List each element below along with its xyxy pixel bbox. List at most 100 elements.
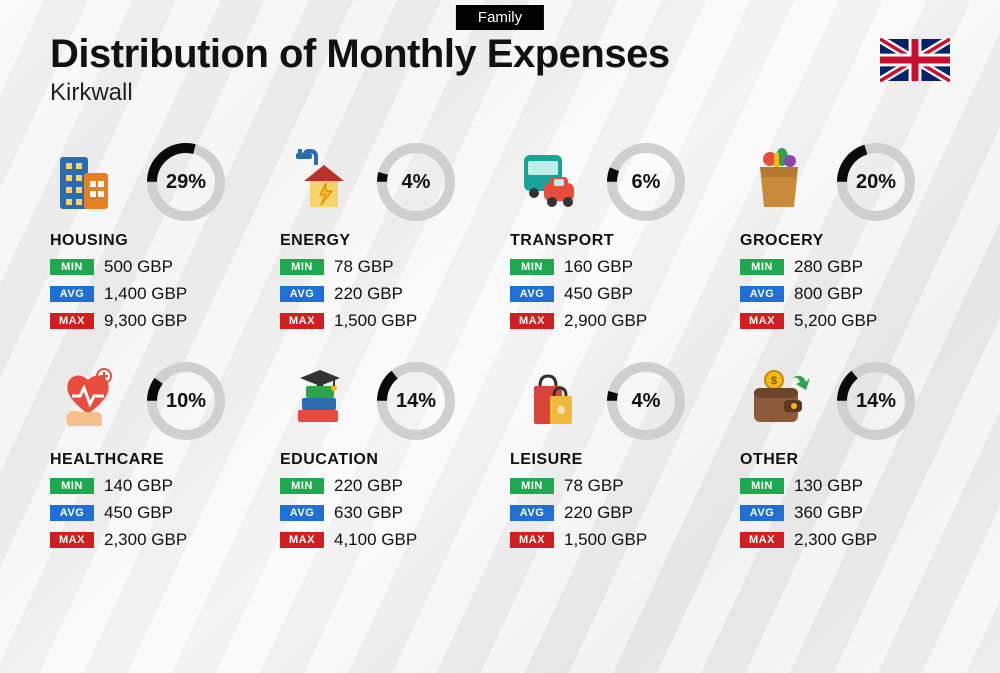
avg-value: 220 GBP bbox=[334, 284, 403, 304]
percentage-label: 14% bbox=[836, 361, 916, 441]
avg-row: AVG 450 GBP bbox=[50, 503, 260, 523]
location-subtitle: Kirkwall bbox=[50, 79, 950, 107]
percentage-donut: 14% bbox=[836, 361, 916, 441]
uk-flag-icon bbox=[880, 38, 950, 82]
percentage-donut: 20% bbox=[836, 142, 916, 222]
max-value: 2,300 GBP bbox=[794, 530, 877, 550]
svg-text:$: $ bbox=[771, 375, 777, 387]
min-badge: MIN bbox=[740, 259, 784, 275]
energy-icon bbox=[280, 143, 358, 221]
min-value: 160 GBP bbox=[564, 257, 633, 277]
expense-card-healthcare: 10% HEALTHCARE MIN 140 GBP AVG 450 GBP M… bbox=[50, 361, 260, 550]
percentage-label: 10% bbox=[146, 361, 226, 441]
avg-value: 1,400 GBP bbox=[104, 284, 187, 304]
header: Distribution of Monthly Expenses Kirkwal… bbox=[0, 0, 1000, 117]
min-row: MIN 130 GBP bbox=[740, 476, 950, 496]
category-name: TRANSPORT bbox=[510, 232, 720, 250]
avg-row: AVG 220 GBP bbox=[510, 503, 720, 523]
max-badge: MAX bbox=[50, 313, 94, 329]
expense-card-housing: 29% HOUSING MIN 500 GBP AVG 1,400 GBP MA… bbox=[50, 142, 260, 331]
avg-badge: AVG bbox=[510, 286, 554, 302]
max-value: 2,300 GBP bbox=[104, 530, 187, 550]
avg-value: 220 GBP bbox=[564, 503, 633, 523]
avg-row: AVG 630 GBP bbox=[280, 503, 490, 523]
max-value: 4,100 GBP bbox=[334, 530, 417, 550]
max-badge: MAX bbox=[510, 532, 554, 548]
category-name: LEISURE bbox=[510, 451, 720, 469]
max-value: 2,900 GBP bbox=[564, 311, 647, 331]
min-value: 220 GBP bbox=[334, 476, 403, 496]
avg-badge: AVG bbox=[740, 286, 784, 302]
min-badge: MIN bbox=[740, 478, 784, 494]
min-row: MIN 140 GBP bbox=[50, 476, 260, 496]
avg-value: 800 GBP bbox=[794, 284, 863, 304]
expense-card-grocery: 20% GROCERY MIN 280 GBP AVG 800 GBP MAX … bbox=[740, 142, 950, 331]
avg-badge: AVG bbox=[280, 505, 324, 521]
min-badge: MIN bbox=[510, 259, 554, 275]
max-value: 9,300 GBP bbox=[104, 311, 187, 331]
max-row: MAX 2,300 GBP bbox=[50, 530, 260, 550]
max-badge: MAX bbox=[280, 313, 324, 329]
avg-row: AVG 1,400 GBP bbox=[50, 284, 260, 304]
max-value: 5,200 GBP bbox=[794, 311, 877, 331]
min-badge: MIN bbox=[510, 478, 554, 494]
max-value: 1,500 GBP bbox=[564, 530, 647, 550]
percentage-donut: 14% bbox=[376, 361, 456, 441]
max-badge: MAX bbox=[50, 532, 94, 548]
min-row: MIN 160 GBP bbox=[510, 257, 720, 277]
avg-value: 450 GBP bbox=[104, 503, 173, 523]
min-badge: MIN bbox=[50, 478, 94, 494]
avg-badge: AVG bbox=[280, 286, 324, 302]
min-row: MIN 78 GBP bbox=[280, 257, 490, 277]
max-row: MAX 2,300 GBP bbox=[740, 530, 950, 550]
avg-row: AVG 450 GBP bbox=[510, 284, 720, 304]
min-value: 78 GBP bbox=[564, 476, 624, 496]
min-value: 78 GBP bbox=[334, 257, 394, 277]
avg-row: AVG 220 GBP bbox=[280, 284, 490, 304]
expense-card-transport: 6% TRANSPORT MIN 160 GBP AVG 450 GBP MAX… bbox=[510, 142, 720, 331]
min-badge: MIN bbox=[280, 478, 324, 494]
housing-icon bbox=[50, 143, 128, 221]
transport-icon bbox=[510, 143, 588, 221]
max-row: MAX 2,900 GBP bbox=[510, 311, 720, 331]
avg-value: 360 GBP bbox=[794, 503, 863, 523]
percentage-donut: 6% bbox=[606, 142, 686, 222]
grocery-icon bbox=[740, 143, 818, 221]
category-name: OTHER bbox=[740, 451, 950, 469]
avg-badge: AVG bbox=[50, 286, 94, 302]
min-value: 130 GBP bbox=[794, 476, 863, 496]
min-row: MIN 78 GBP bbox=[510, 476, 720, 496]
category-name: EDUCATION bbox=[280, 451, 490, 469]
avg-badge: AVG bbox=[50, 505, 94, 521]
expense-card-leisure: 4% LEISURE MIN 78 GBP AVG 220 GBP MAX 1,… bbox=[510, 361, 720, 550]
percentage-donut: 10% bbox=[146, 361, 226, 441]
max-row: MAX 5,200 GBP bbox=[740, 311, 950, 331]
leisure-icon bbox=[510, 362, 588, 440]
avg-row: AVG 800 GBP bbox=[740, 284, 950, 304]
expense-grid: 29% HOUSING MIN 500 GBP AVG 1,400 GBP MA… bbox=[0, 117, 1000, 580]
min-value: 500 GBP bbox=[104, 257, 173, 277]
min-value: 280 GBP bbox=[794, 257, 863, 277]
max-badge: MAX bbox=[740, 313, 784, 329]
healthcare-icon bbox=[50, 362, 128, 440]
avg-badge: AVG bbox=[510, 505, 554, 521]
percentage-label: 20% bbox=[836, 142, 916, 222]
max-badge: MAX bbox=[740, 532, 784, 548]
max-row: MAX 1,500 GBP bbox=[280, 311, 490, 331]
avg-value: 630 GBP bbox=[334, 503, 403, 523]
percentage-donut: 4% bbox=[606, 361, 686, 441]
category-name: HOUSING bbox=[50, 232, 260, 250]
expense-card-other: $ 14% OTHER MIN 130 GBP AVG bbox=[740, 361, 950, 550]
min-badge: MIN bbox=[280, 259, 324, 275]
percentage-label: 14% bbox=[376, 361, 456, 441]
education-icon bbox=[280, 362, 358, 440]
min-row: MIN 280 GBP bbox=[740, 257, 950, 277]
max-row: MAX 4,100 GBP bbox=[280, 530, 490, 550]
percentage-donut: 4% bbox=[376, 142, 456, 222]
max-row: MAX 1,500 GBP bbox=[510, 530, 720, 550]
category-name: ENERGY bbox=[280, 232, 490, 250]
other-icon: $ bbox=[740, 362, 818, 440]
max-row: MAX 9,300 GBP bbox=[50, 311, 260, 331]
min-value: 140 GBP bbox=[104, 476, 173, 496]
avg-row: AVG 360 GBP bbox=[740, 503, 950, 523]
